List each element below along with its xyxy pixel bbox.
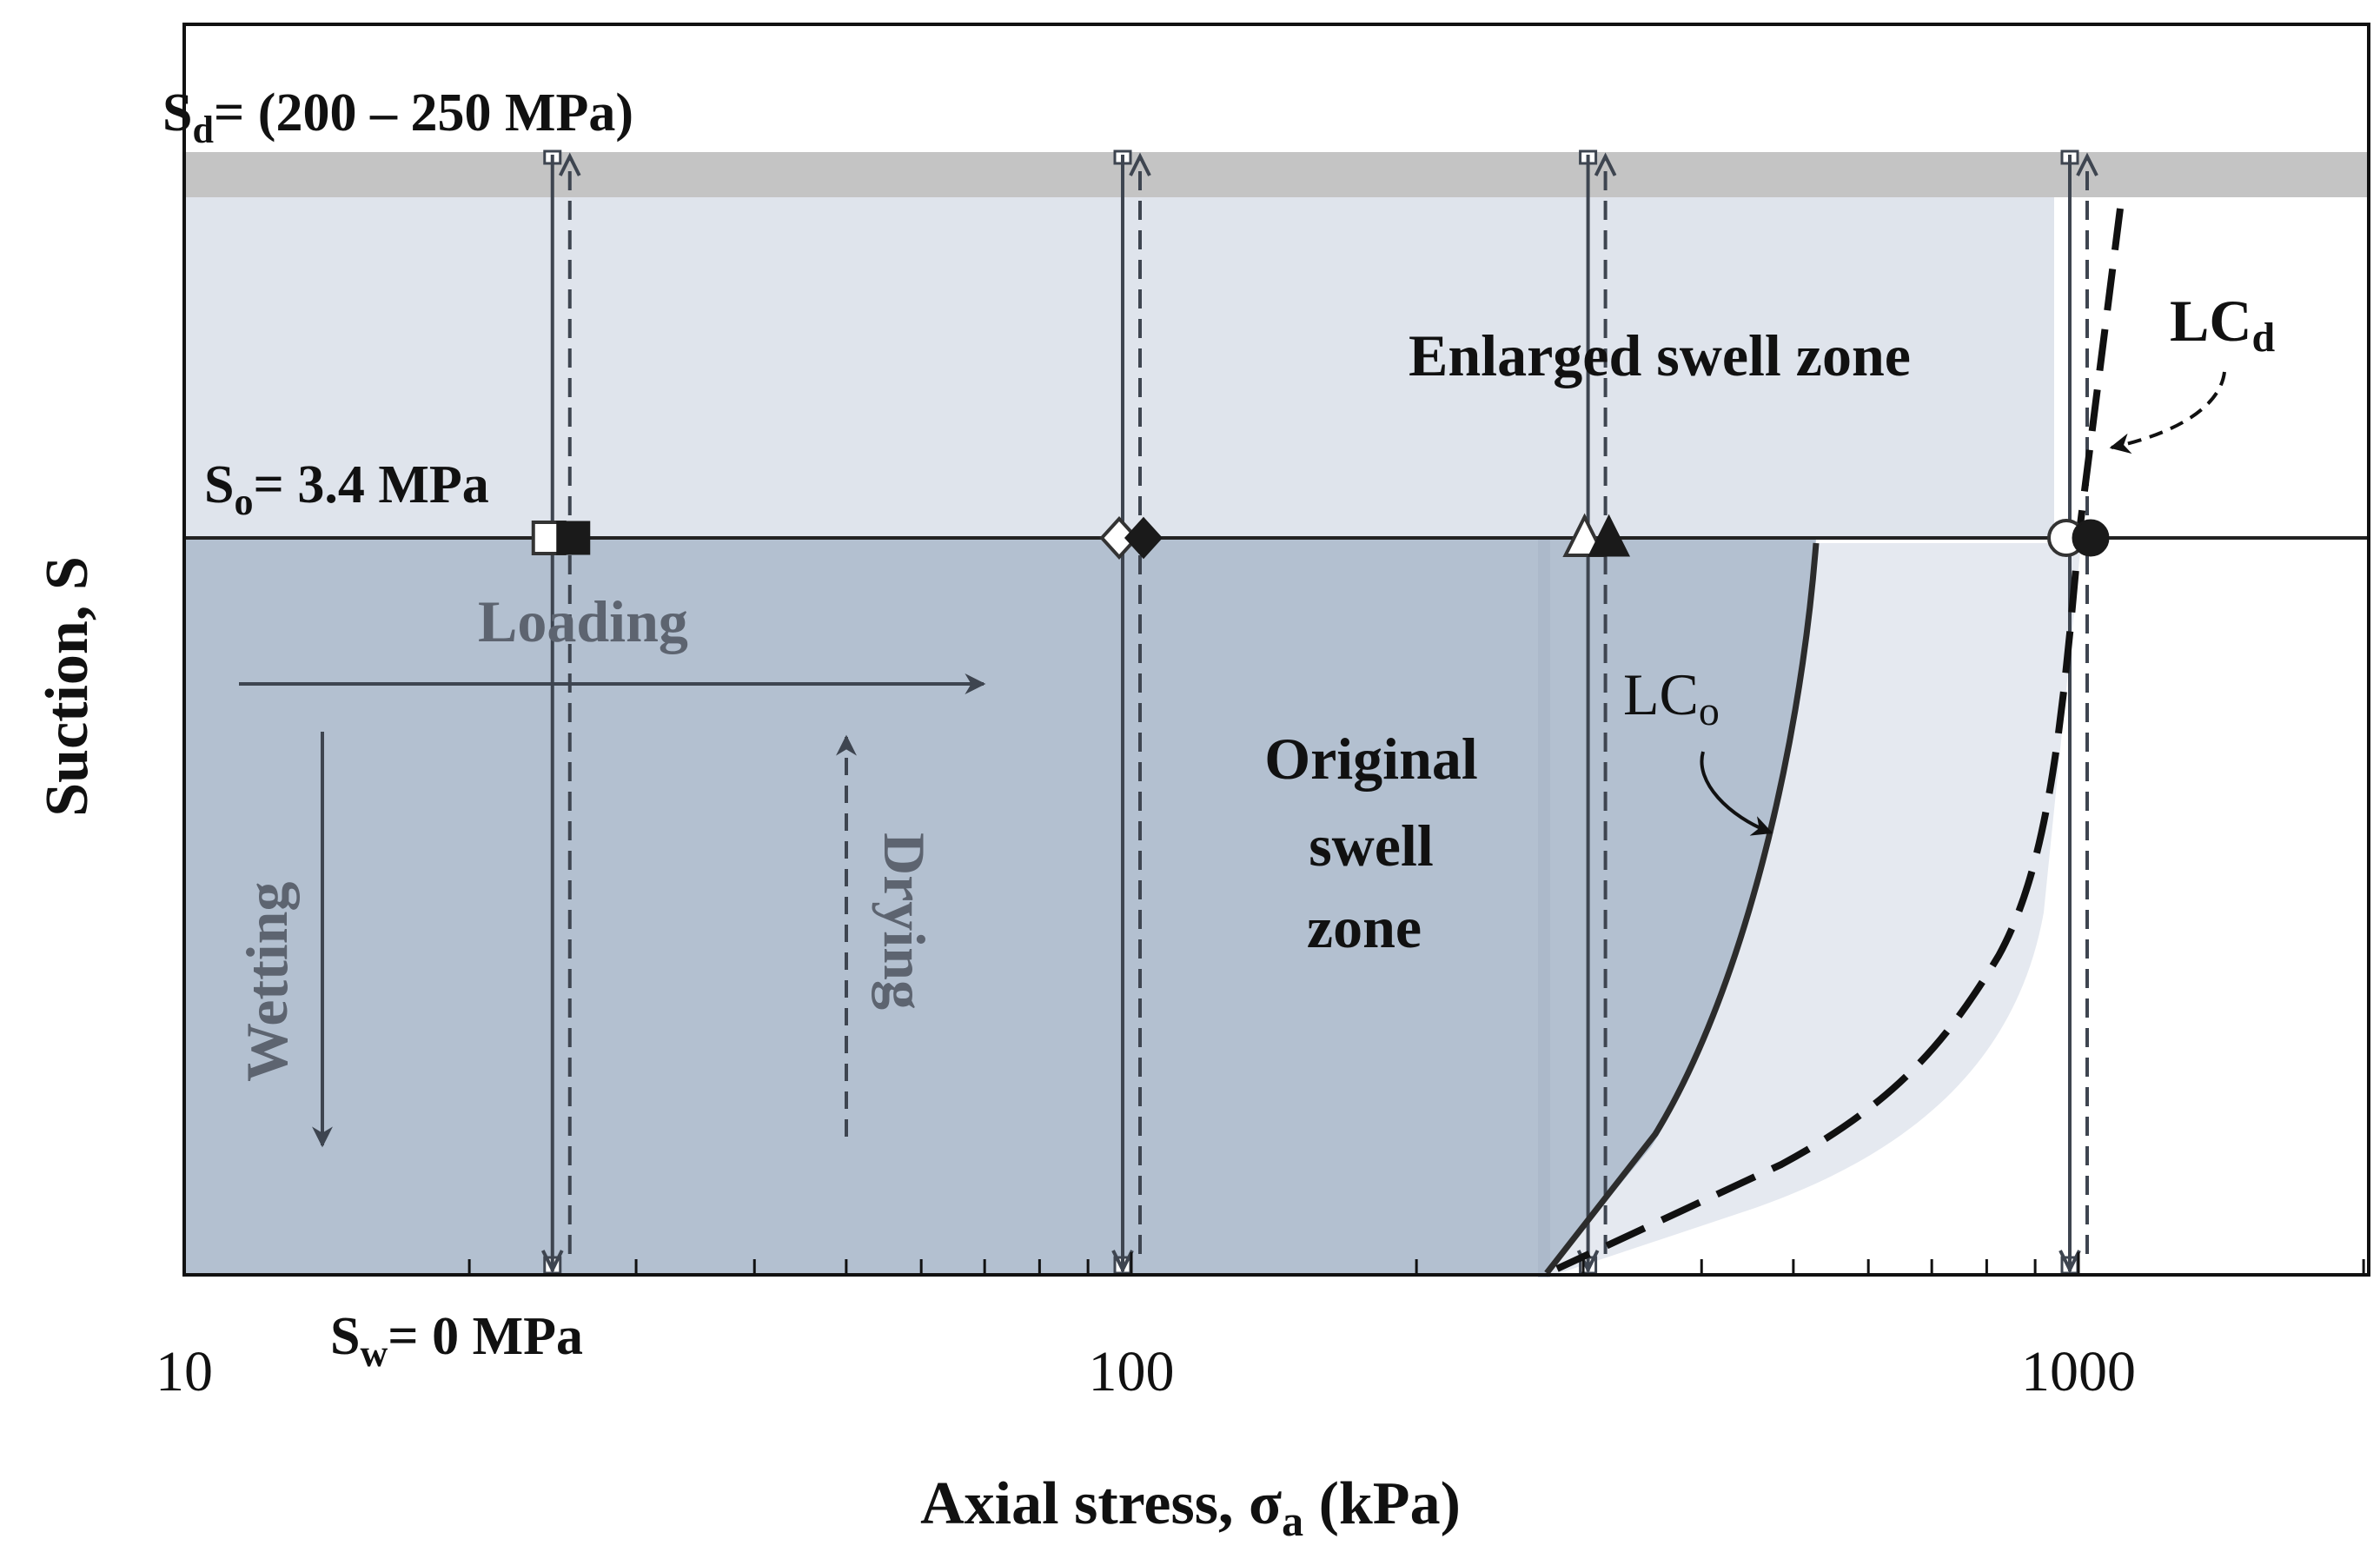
triangle-markers bbox=[1562, 513, 1631, 557]
lc-original-label: LCo bbox=[1623, 661, 1720, 734]
x-tick-labels: 10 100 1000 bbox=[156, 1340, 2136, 1403]
test-paths bbox=[540, 149, 2098, 1275]
wetting-path-arrowhead bbox=[2058, 1250, 2081, 1274]
initial-suction-label: So= 3.4 MPa bbox=[204, 455, 489, 523]
filled-square-marker bbox=[556, 521, 591, 555]
original-swell-zone-edge bbox=[1538, 539, 1550, 1277]
y-axis-label: Suction, S bbox=[34, 556, 101, 817]
test-markers bbox=[531, 513, 2110, 560]
drying-suction-label: Sd= (200 – 250 MPa) bbox=[162, 83, 633, 151]
x-tick-label: 1000 bbox=[2021, 1340, 2136, 1403]
loading-label: Loading bbox=[478, 588, 688, 654]
wetting-path-arrowhead bbox=[1111, 1250, 1134, 1274]
filled-circle-marker bbox=[2072, 519, 2110, 557]
original-swell-zone-region bbox=[184, 539, 1816, 1273]
circle-markers bbox=[2047, 519, 2110, 557]
drying-path-arrowhead bbox=[558, 152, 581, 176]
filled-triangle-marker bbox=[1588, 514, 1631, 557]
drying-path-arrowhead bbox=[1594, 152, 1617, 176]
x-tick-label: 100 bbox=[1089, 1340, 1175, 1403]
drying-label: Drying bbox=[872, 833, 938, 1010]
test-path-square bbox=[540, 149, 581, 1275]
original-swell-zone-label: Original swell zone bbox=[1264, 726, 1478, 960]
enlarged-swell-zone-label: Enlarged swell zone bbox=[1409, 322, 1911, 388]
lc-original-curve bbox=[1544, 542, 1820, 1276]
lc-dried-pointer bbox=[2109, 371, 2226, 454]
square-markers bbox=[531, 521, 591, 555]
enlarged-swell-zone-region bbox=[184, 196, 2054, 540]
x-tick-label: 10 bbox=[156, 1340, 213, 1403]
diamond-markers bbox=[1099, 516, 1163, 560]
lc-original-pointer bbox=[1700, 751, 1773, 836]
x-axis-ticks bbox=[182, 1252, 2365, 1275]
original-zone-line-1: Original bbox=[1264, 726, 1478, 792]
original-zone-line-2: swell bbox=[1309, 813, 1434, 879]
lc-dried-curve bbox=[1555, 208, 2124, 1272]
wetting-path-arrowhead bbox=[540, 1250, 564, 1274]
wetting-label: Wetting bbox=[234, 882, 300, 1082]
original-zone-line-3: zone bbox=[1307, 894, 1422, 960]
drying-path-arrowhead bbox=[2076, 152, 2098, 176]
lc-dried-label: LCd bbox=[2170, 288, 2275, 361]
filled-diamond-marker bbox=[1124, 516, 1163, 560]
wetted-suction-label: Sw= 0 MPa bbox=[330, 1307, 583, 1375]
test-path-diamond bbox=[1111, 149, 1151, 1275]
drying-path-arrowhead bbox=[1129, 152, 1151, 176]
x-axis-label: Axial stress, σa (kPa) bbox=[920, 1470, 1461, 1545]
test-path-circle bbox=[2058, 149, 2098, 1275]
drying-suction-band bbox=[184, 152, 2369, 197]
plot-frame bbox=[182, 23, 2370, 1277]
